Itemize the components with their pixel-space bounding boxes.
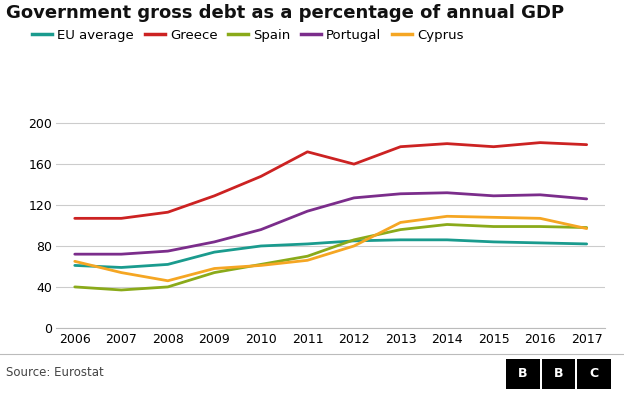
FancyBboxPatch shape: [577, 359, 611, 389]
Text: B: B: [518, 367, 528, 380]
FancyBboxPatch shape: [542, 359, 575, 389]
FancyBboxPatch shape: [506, 359, 540, 389]
Legend: EU average, Greece, Spain, Portugal, Cyprus: EU average, Greece, Spain, Portugal, Cyp…: [27, 24, 469, 47]
Text: Source: Eurostat: Source: Eurostat: [6, 366, 104, 379]
Text: C: C: [590, 367, 598, 380]
Text: Government gross debt as a percentage of annual GDP: Government gross debt as a percentage of…: [6, 4, 564, 22]
Text: B: B: [553, 367, 563, 380]
